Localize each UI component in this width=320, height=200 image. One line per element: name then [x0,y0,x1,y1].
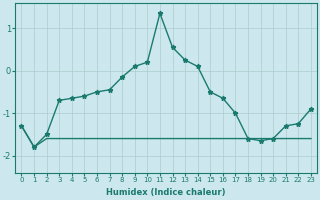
X-axis label: Humidex (Indice chaleur): Humidex (Indice chaleur) [107,188,226,197]
